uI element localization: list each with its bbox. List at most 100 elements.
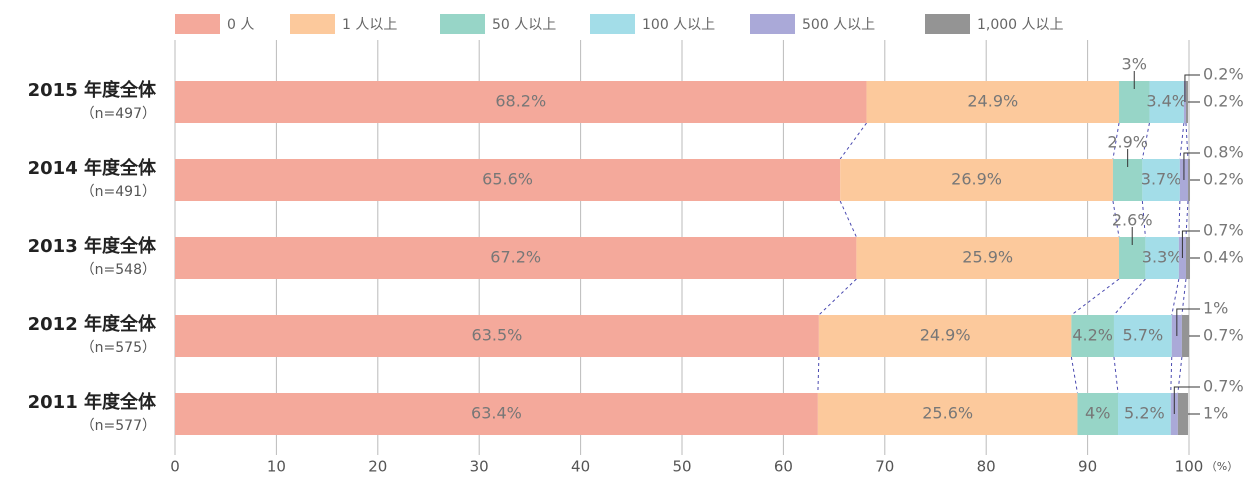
connector [1179, 122, 1185, 160]
connector [818, 278, 857, 316]
value-label: 1% [1203, 404, 1228, 423]
category-label: 2012 年度全体 [28, 313, 157, 335]
legend-swatch [290, 14, 335, 34]
connector [1141, 122, 1150, 160]
bar-segment [1077, 393, 1119, 435]
category-label: 2013 年度全体 [28, 235, 157, 257]
legend-label: 500 人以上 [802, 17, 875, 33]
value-label: 68.2% [495, 92, 546, 111]
legend-swatch [175, 14, 220, 34]
x-tick-label: 20 [368, 458, 387, 476]
value-label: 5.2% [1124, 404, 1165, 423]
value-label: 1% [1203, 299, 1228, 318]
x-tick-label: 40 [571, 458, 590, 476]
value-label: 0.2% [1203, 65, 1244, 84]
connector [1112, 122, 1120, 160]
bar-segment [1145, 237, 1179, 279]
value-label: 0.2% [1203, 92, 1244, 111]
value-label: 0.8% [1203, 143, 1244, 162]
x-tick-label: 80 [977, 458, 996, 476]
x-tick-label: 0 [170, 458, 180, 476]
value-label: 0.7% [1203, 326, 1244, 345]
legend-label: 1,000 人以上 [977, 17, 1064, 33]
connector [1178, 200, 1181, 238]
bar-segment [1185, 237, 1191, 279]
sample-label: （n=548） [81, 262, 156, 278]
connector [1113, 278, 1146, 316]
legend-swatch [925, 14, 970, 34]
x-tick-label: 70 [875, 458, 894, 476]
bar-segment [818, 315, 1072, 357]
leader-line [1173, 386, 1200, 414]
value-label: 25.9% [962, 248, 1013, 267]
legend-label: 0 人 [227, 17, 254, 33]
value-label: 4.2% [1072, 326, 1113, 345]
bar-segment [175, 315, 819, 357]
bar-segment [840, 159, 1113, 201]
value-label: 2.6% [1112, 211, 1153, 230]
x-tick-label: 90 [1078, 458, 1097, 476]
connector [1113, 356, 1119, 394]
value-label: 0.7% [1203, 377, 1244, 396]
bar-segment [1149, 81, 1184, 123]
bar-segment [856, 237, 1120, 279]
x-tick-label: 100 [1175, 458, 1204, 476]
x-tick-label: 50 [672, 458, 691, 476]
x-tick-label: 30 [470, 458, 489, 476]
legend-label: 1 人以上 [342, 17, 397, 33]
sample-label: （n=497） [81, 106, 156, 122]
value-label: 67.2% [490, 248, 541, 267]
bar-segment [175, 393, 818, 435]
legend-swatch [590, 14, 635, 34]
value-label: 25.6% [922, 404, 973, 423]
bar-segment [1187, 159, 1191, 201]
connector [817, 356, 820, 394]
value-label: 63.5% [472, 326, 523, 345]
connector [839, 122, 867, 160]
connector [1071, 278, 1120, 316]
legend-label: 100 人以上 [642, 17, 715, 33]
legend-swatch [440, 14, 485, 34]
connector [1070, 356, 1078, 394]
bar-segment [1113, 315, 1172, 357]
bar-segment [1142, 159, 1180, 201]
bar-segment [175, 81, 867, 123]
connector [1177, 356, 1183, 394]
sample-label: （n=575） [81, 340, 156, 356]
value-label: 3.3% [1142, 248, 1183, 267]
bar-segment [175, 159, 841, 201]
connector [1112, 200, 1120, 238]
x-tick-label: 60 [774, 458, 793, 476]
x-tick-label: 10 [267, 458, 286, 476]
connector [839, 200, 857, 238]
value-label: 3.4% [1146, 92, 1187, 111]
value-label: 63.4% [471, 404, 522, 423]
value-label: 4% [1085, 404, 1110, 423]
value-label: 2.9% [1107, 133, 1148, 152]
bar-segment [817, 393, 1078, 435]
legend-label: 50 人以上 [492, 17, 556, 33]
bar-segment [1118, 393, 1171, 435]
bar-segment [1071, 315, 1114, 357]
sample-label: （n=577） [81, 418, 156, 434]
connector [1171, 278, 1180, 316]
bar-segment [175, 237, 857, 279]
value-label: 0.7% [1203, 221, 1244, 240]
connector [1185, 200, 1189, 238]
sample-label: （n=491） [81, 184, 156, 200]
value-label: 3% [1122, 55, 1147, 74]
category-label: 2015 年度全体 [28, 79, 157, 101]
value-label: 5.7% [1123, 326, 1164, 345]
connector [1185, 122, 1189, 160]
x-unit: （%） [1206, 460, 1238, 473]
value-label: 26.9% [951, 170, 1002, 189]
bar-segment [1185, 81, 1188, 123]
value-label: 0.2% [1203, 170, 1244, 189]
value-label: 0.4% [1203, 248, 1244, 267]
leader-line [1176, 308, 1200, 336]
value-label: 65.6% [482, 170, 533, 189]
category-label: 2014 年度全体 [28, 157, 157, 179]
legend-swatch [750, 14, 795, 34]
bar-segment [1177, 393, 1188, 435]
